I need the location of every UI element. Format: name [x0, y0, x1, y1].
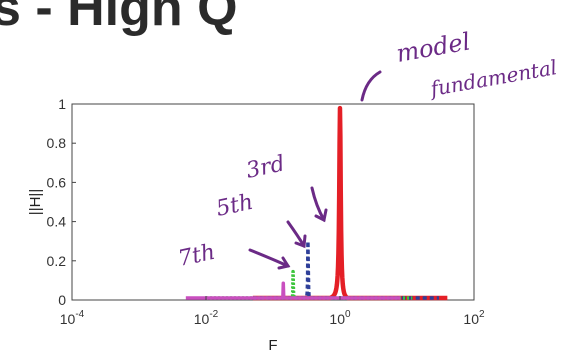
series-line-4	[184, 281, 402, 300]
x-axis-label: F	[268, 337, 277, 354]
arrow-fundamental	[360, 70, 382, 102]
annotation-model: model	[394, 27, 472, 68]
arrow-7th	[248, 248, 290, 268]
y-tick-label: 0.8	[47, 135, 67, 151]
y-tick-label: 0	[58, 292, 66, 308]
tick-layer: 0 0.2 0.4 0.6 0.8 1 10-4 10-2 100 102	[47, 96, 485, 327]
slide-title: s - High Q	[0, 0, 238, 37]
annotation-fundamental: fundamental	[427, 55, 559, 101]
arrowhead-3rd	[314, 208, 328, 223]
x-tick-label: 10-2	[194, 309, 219, 327]
plot-area	[71, 103, 475, 301]
y-tick-label: 0.6	[47, 174, 67, 190]
y-tick-label: 1	[58, 96, 66, 112]
arrow-3rd	[310, 186, 326, 222]
y-axis-label: ||H||	[27, 189, 44, 215]
series-layer	[184, 105, 450, 301]
y-tick-label: 0.2	[47, 253, 67, 269]
y-tick-label: 0.4	[47, 214, 67, 230]
arrowhead-5th	[294, 234, 307, 249]
x-tick-label: 10-4	[60, 309, 85, 327]
x-tick-label: 102	[463, 309, 485, 327]
x-tick-label: 100	[329, 309, 351, 327]
arrowhead-7th	[277, 256, 291, 270]
